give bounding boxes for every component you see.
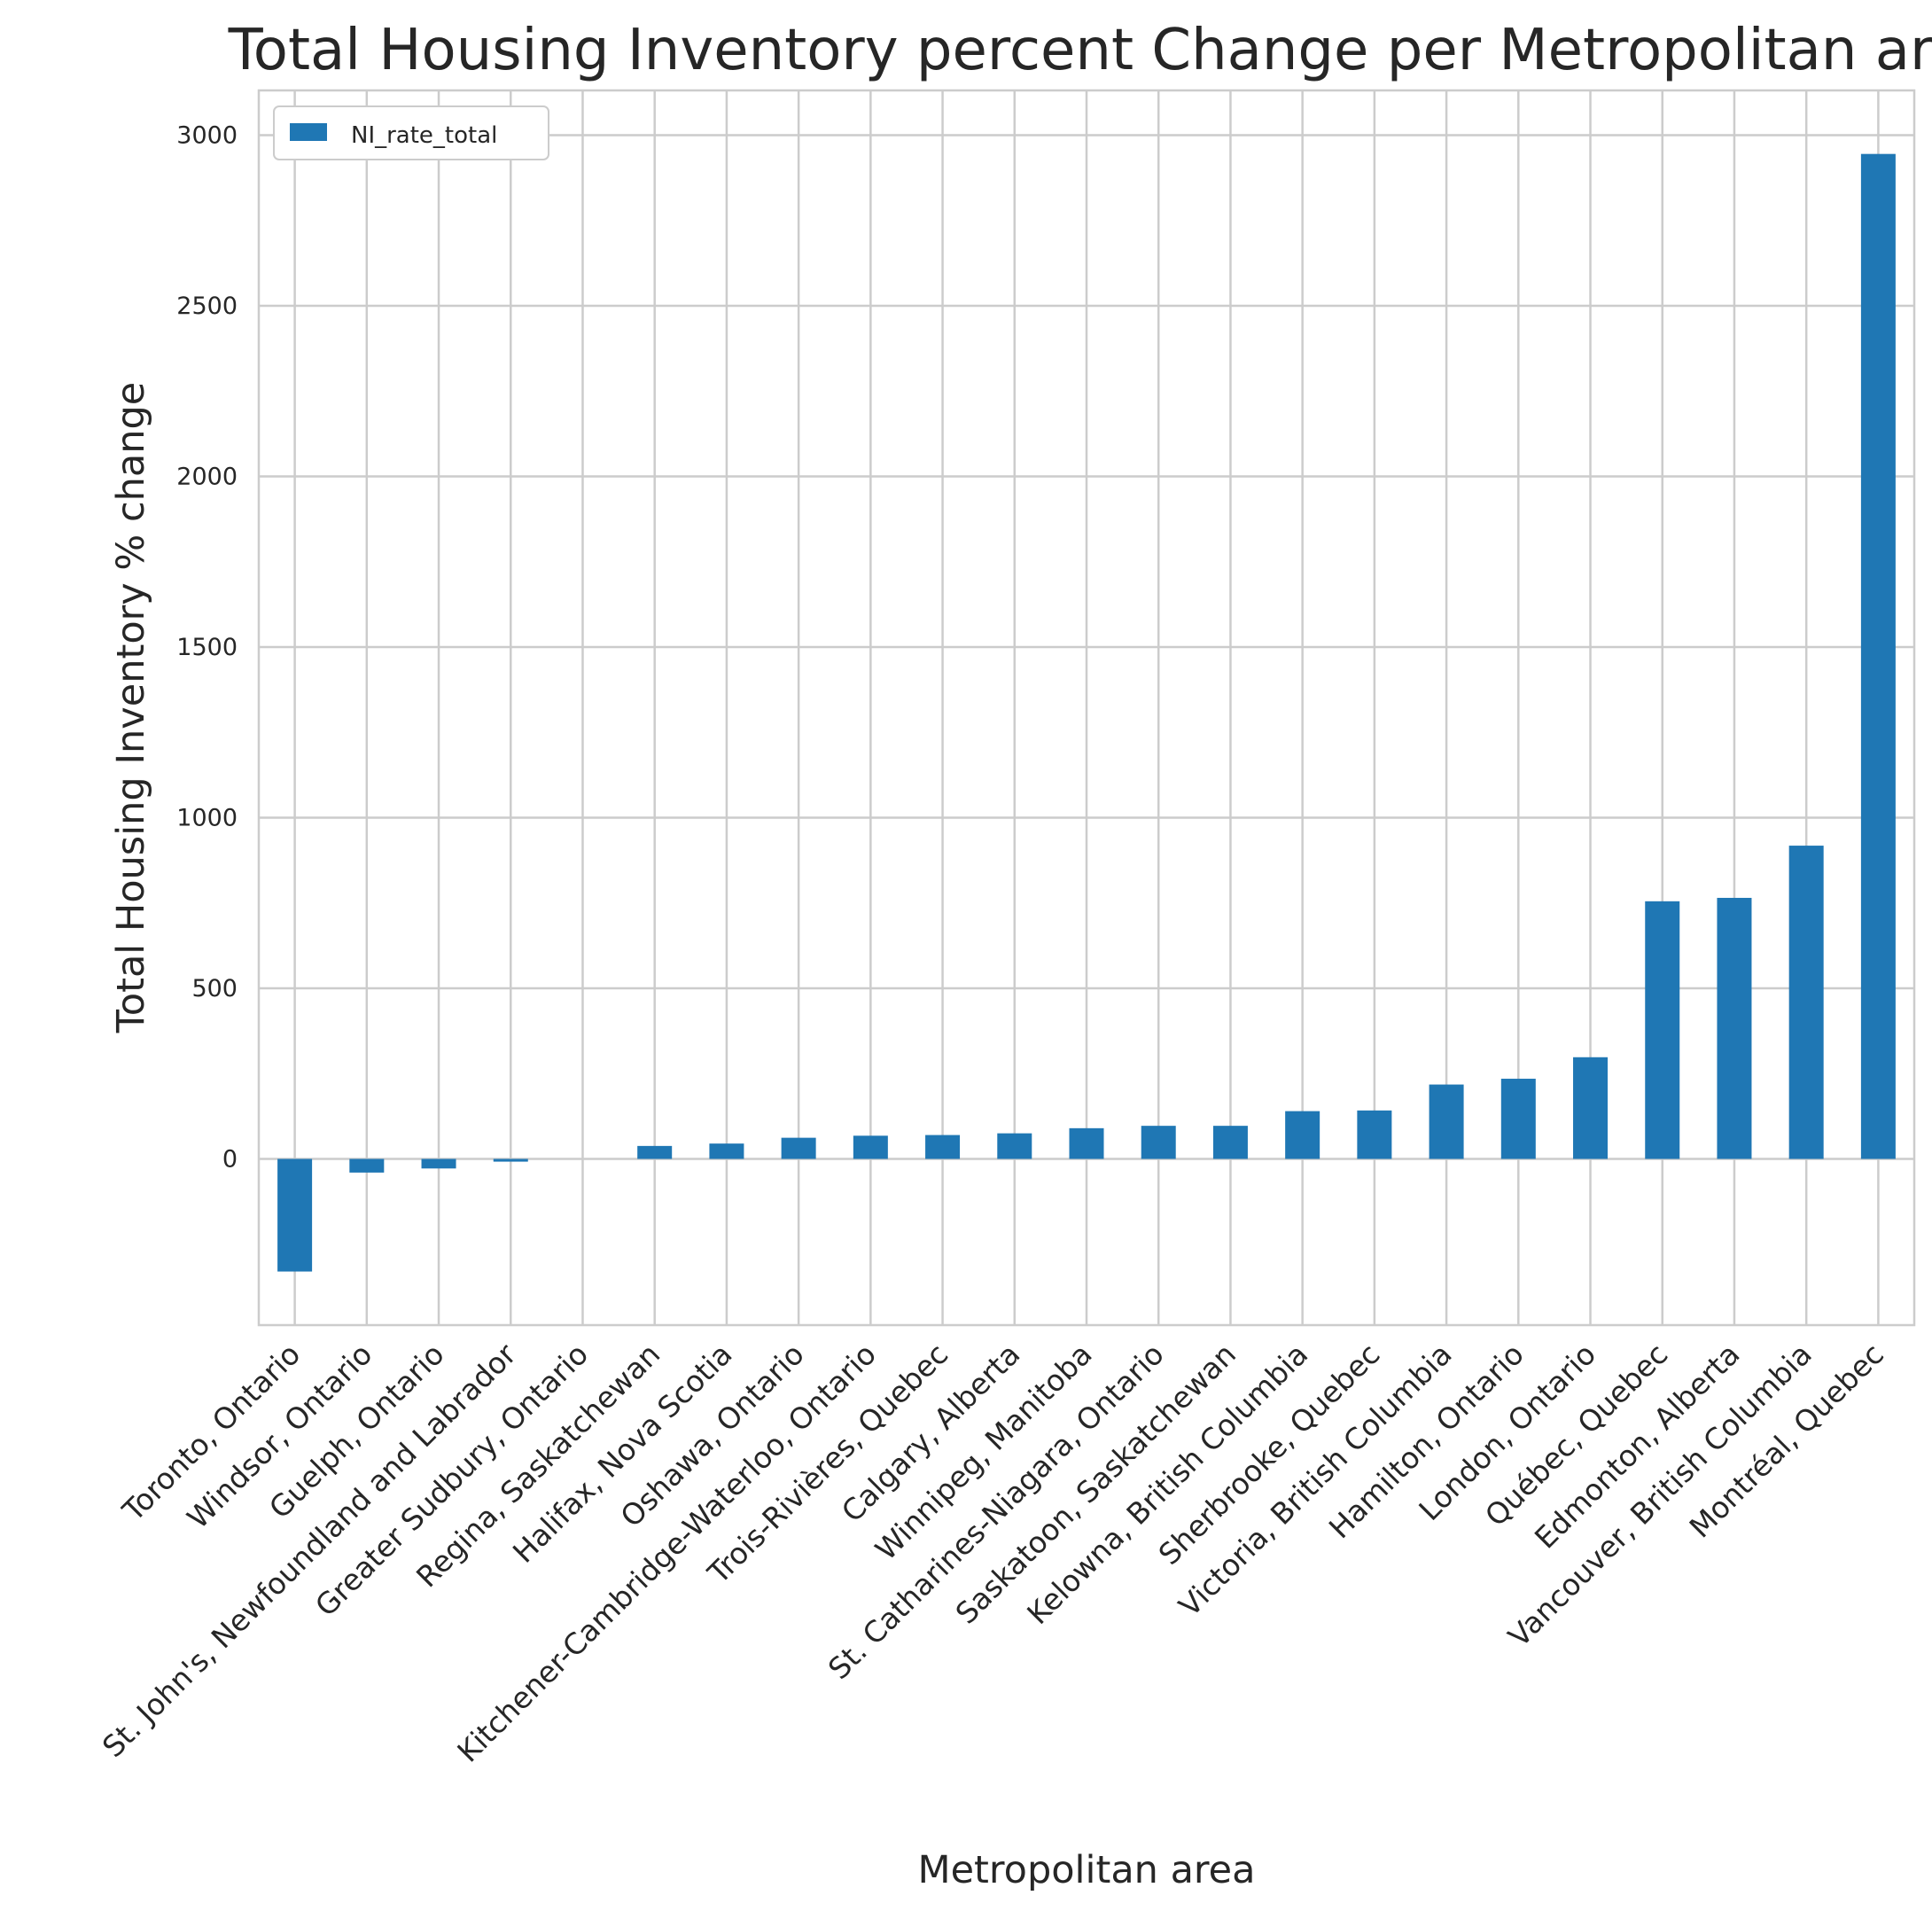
y-axis-label: Total Housing Inventory % change bbox=[109, 382, 153, 1034]
bar-8 bbox=[781, 1137, 816, 1159]
bar-3 bbox=[421, 1158, 456, 1169]
bar-10 bbox=[925, 1135, 961, 1159]
bar-17 bbox=[1429, 1084, 1464, 1159]
bar-11 bbox=[997, 1133, 1032, 1159]
y-tick-label: 1500 bbox=[176, 634, 238, 661]
bar-20 bbox=[1645, 901, 1680, 1159]
bar-14 bbox=[1212, 1126, 1248, 1159]
bar-15 bbox=[1285, 1111, 1320, 1159]
bar-4 bbox=[493, 1158, 528, 1162]
y-tick-label: 0 bbox=[222, 1146, 238, 1174]
bar-12 bbox=[1069, 1127, 1104, 1159]
legend-swatch bbox=[290, 123, 327, 141]
y-tick-label: 2500 bbox=[176, 292, 238, 320]
x-axis-label: Metropolitan area bbox=[918, 1848, 1256, 1892]
bar-19 bbox=[1573, 1057, 1609, 1159]
y-tick-label: 2000 bbox=[176, 464, 238, 491]
plot-frame bbox=[257, 89, 1916, 1327]
legend-label: NI_rate_total bbox=[351, 122, 497, 149]
legend: NI_rate_total bbox=[273, 105, 549, 160]
y-tick-label: 3000 bbox=[176, 122, 238, 150]
bar-1 bbox=[277, 1158, 313, 1272]
bar-16 bbox=[1357, 1110, 1392, 1159]
bar-23 bbox=[1860, 153, 1896, 1159]
legend-box bbox=[273, 105, 549, 160]
bar-6 bbox=[637, 1145, 673, 1159]
bars bbox=[277, 153, 1896, 1272]
y-tick-label: 1000 bbox=[176, 805, 238, 832]
bar-7 bbox=[709, 1143, 744, 1159]
bar-22 bbox=[1788, 846, 1824, 1159]
bar-18 bbox=[1500, 1079, 1536, 1159]
y-tick-labels: 0 500 1000 1500 2000 2500 3000 bbox=[176, 122, 238, 1174]
y-tick-label: 500 bbox=[191, 975, 238, 1002]
chart-title: Total Housing Inventory percent Change p… bbox=[228, 18, 1932, 83]
bar-9 bbox=[853, 1135, 888, 1159]
bar-21 bbox=[1717, 897, 1752, 1159]
bar-2 bbox=[349, 1158, 385, 1173]
bar-13 bbox=[1141, 1126, 1176, 1159]
